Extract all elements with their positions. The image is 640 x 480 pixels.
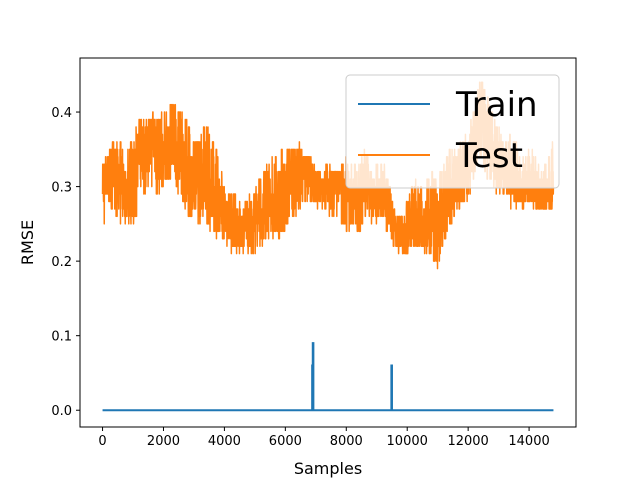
y-axis-ticks: 0.0 0.1 0.2 0.3 0.4 — [51, 106, 80, 419]
x-tick-label: 2000 — [147, 434, 180, 449]
y-tick-label: 0.2 — [51, 255, 72, 270]
plot-frame — [79, 57, 577, 428]
legend-label-test: Test — [455, 136, 523, 176]
x-axis-ticks: 0 2000 4000 6000 8000 10000 12000 14000 — [98, 427, 550, 449]
y-tick-label: 0.0 — [51, 404, 72, 419]
series-line-train — [102, 342, 554, 412]
x-tick-label: 4000 — [208, 434, 241, 449]
x-tick-label: 12000 — [447, 434, 488, 449]
legend-label-train: Train — [455, 85, 538, 125]
x-tick-label: 10000 — [387, 434, 428, 449]
legend: Train Test — [345, 74, 560, 189]
x-tick-label: 8000 — [330, 434, 363, 449]
x-axis-label: Samples — [294, 459, 362, 478]
x-tick-label: 0 — [98, 434, 106, 449]
y-tick-label: 0.1 — [51, 330, 72, 345]
x-tick-label: 14000 — [508, 434, 549, 449]
y-tick-label: 0.3 — [51, 181, 72, 196]
y-tick-label: 0.4 — [51, 106, 72, 121]
y-axis-label: RMSE — [18, 220, 37, 265]
x-tick-label: 6000 — [269, 434, 302, 449]
